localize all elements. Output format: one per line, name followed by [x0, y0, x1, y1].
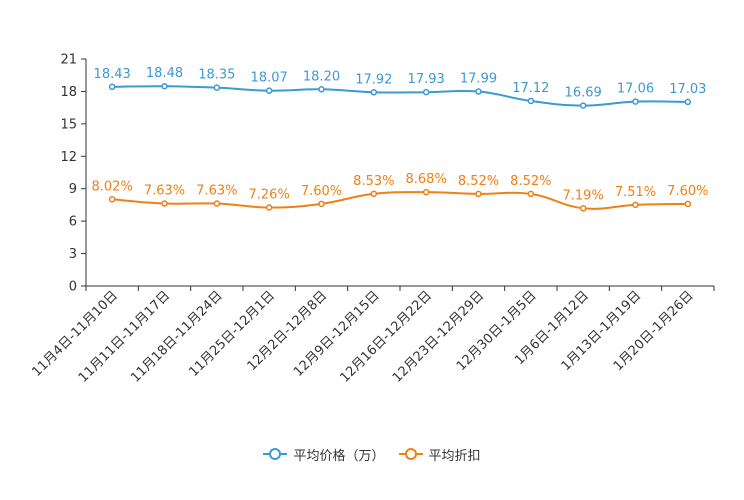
data-label: 8.02% [92, 179, 133, 194]
y-tick-label: 9 [69, 182, 77, 197]
data-label: 16.69 [565, 86, 602, 101]
data-label: 18.48 [146, 66, 183, 81]
data-label: 8.68% [406, 172, 447, 187]
data-label: 7.63% [196, 184, 237, 199]
data-label: 7.63% [144, 184, 185, 199]
data-point [632, 98, 639, 105]
legend-line-circle-icon [263, 448, 288, 460]
data-label: 7.51% [615, 185, 656, 200]
legend-item-avg-discount[interactable]: 平均折扣 [398, 445, 481, 464]
legend-label-avg-price: 平均价格（万） [293, 448, 385, 464]
data-label: 17.92 [355, 72, 392, 87]
data-point [108, 83, 116, 91]
data-label: 18.35 [198, 68, 235, 83]
series-line-avg-price [112, 85, 688, 107]
data-point [265, 87, 273, 94]
y-tick-label: 3 [69, 247, 77, 262]
data-label: 8.52% [458, 174, 499, 189]
data-point [579, 102, 587, 109]
data-point [684, 200, 692, 208]
data-point [213, 84, 221, 91]
x-tick-label: 12月16日-12月22日 [338, 288, 435, 385]
data-label: 18.20 [303, 69, 340, 84]
data-label: 7.26% [249, 188, 290, 203]
data-point [161, 200, 168, 207]
data-label: 18.07 [251, 71, 288, 86]
x-tick-label: 11月4日-11月10日 [29, 288, 121, 380]
data-label: 8.53% [353, 174, 394, 189]
y-tick-label: 0 [69, 280, 77, 295]
data-label: 7.60% [301, 184, 342, 199]
data-point [108, 196, 116, 203]
data-label: 17.99 [460, 72, 497, 87]
data-point [161, 82, 168, 90]
data-point [684, 98, 692, 106]
data-point [422, 188, 430, 196]
x-tick-label: 12月23日-12月29日 [390, 288, 487, 385]
legend-label-avg-discount: 平均折扣 [428, 448, 481, 464]
data-point [213, 200, 221, 207]
data-point [370, 190, 378, 198]
data-label: 18.43 [94, 67, 131, 82]
data-point [579, 205, 587, 212]
data-point [422, 88, 430, 96]
data-label: 17.06 [617, 82, 654, 97]
data-point [265, 204, 273, 211]
y-tick-label: 21 [60, 53, 77, 68]
x-tick-label: 11月18日-11月24日 [128, 288, 225, 385]
data-label: 8.52% [510, 174, 551, 189]
data-point [475, 88, 482, 95]
data-point [370, 89, 378, 96]
data-point [527, 190, 535, 198]
y-tick-label: 6 [69, 215, 77, 230]
y-tick-label: 12 [60, 150, 77, 165]
data-label: 7.19% [563, 188, 604, 203]
data-point [318, 86, 325, 93]
legend-item-avg-price[interactable]: 平均价格（万） [263, 445, 385, 464]
data-point [527, 97, 535, 105]
data-point [475, 190, 482, 198]
data-point [318, 200, 325, 208]
y-tick-label: 18 [60, 85, 77, 100]
data-label: 7.60% [667, 184, 708, 199]
data-point [632, 201, 639, 209]
data-label: 17.93 [408, 72, 445, 87]
x-tick-label: 11月11日-11月17日 [76, 288, 173, 385]
y-tick-label: 15 [60, 117, 77, 132]
data-label: 17.03 [669, 82, 706, 97]
series-line-avg-discount [112, 191, 688, 210]
legend-line-circle-icon [398, 448, 423, 460]
legend: 平均价格（万） 平均折扣 [0, 444, 744, 464]
data-label: 17.12 [512, 81, 549, 96]
